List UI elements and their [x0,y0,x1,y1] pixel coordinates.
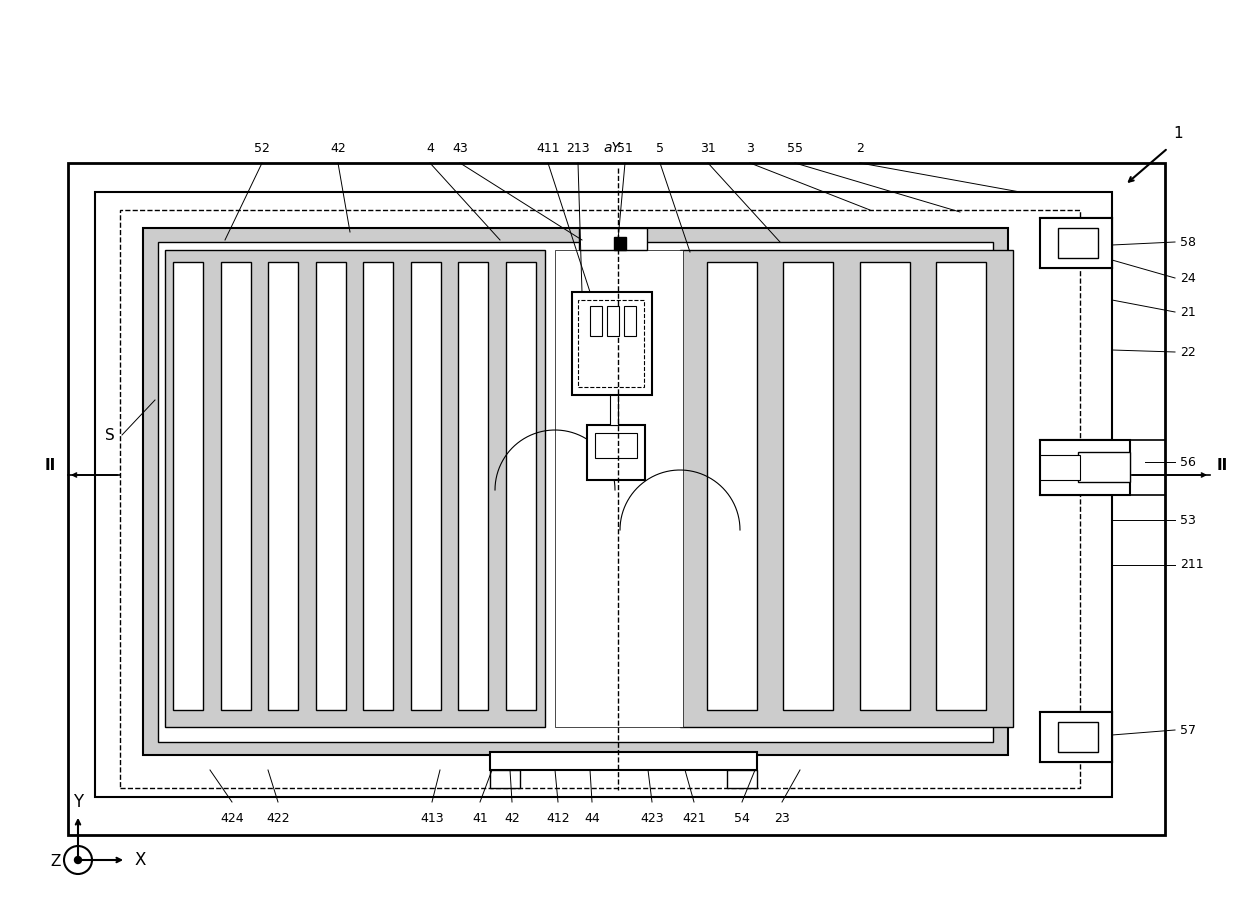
Text: 24: 24 [1180,271,1195,285]
Bar [143,228,1008,755]
Bar [68,163,1166,835]
Text: 44: 44 [584,811,600,824]
Bar [608,306,619,336]
Text: II: II [45,458,56,472]
Text: 21: 21 [1180,305,1195,319]
Bar [490,770,520,788]
Bar [1058,228,1097,258]
Text: 412: 412 [546,811,570,824]
Text: 22: 22 [1180,346,1195,358]
Text: 55: 55 [787,142,804,154]
Bar [1040,440,1130,495]
Bar [315,262,346,710]
Bar [707,262,756,710]
Bar [1078,452,1130,482]
Bar [174,262,203,710]
Text: 411: 411 [536,142,559,154]
Bar [595,433,637,458]
Text: 51: 51 [618,142,632,154]
Bar [157,242,993,742]
Text: Z: Z [51,855,61,869]
Text: 422: 422 [267,811,290,824]
Bar [1040,218,1112,268]
Bar [410,262,440,710]
Bar [579,228,647,250]
Bar [363,262,393,710]
Bar [95,192,1112,797]
Text: 43: 43 [453,142,467,154]
Bar [572,292,652,395]
Text: 23: 23 [774,811,790,824]
Text: 2: 2 [856,142,864,154]
Text: 5: 5 [656,142,663,154]
Bar [1040,712,1112,762]
Text: 211: 211 [1180,559,1204,572]
Text: 4: 4 [427,142,434,154]
Text: 58: 58 [1180,235,1197,248]
Text: 421: 421 [682,811,706,824]
Bar [727,770,756,788]
Text: S: S [105,427,115,443]
Text: 52: 52 [254,142,270,154]
Bar [506,262,536,710]
Bar [490,752,756,770]
Bar [556,250,683,727]
Bar [680,250,1013,727]
Text: 31: 31 [701,142,715,154]
Bar [614,237,626,250]
Text: 42: 42 [330,142,346,154]
Text: 41: 41 [472,811,487,824]
Bar [610,395,618,425]
Text: 213: 213 [567,142,590,154]
Text: II: II [1216,458,1228,472]
Text: 42: 42 [505,811,520,824]
Text: 424: 424 [221,811,244,824]
Text: 1: 1 [1173,126,1183,141]
Bar [1058,722,1097,752]
Bar [1040,455,1080,480]
Bar [458,262,489,710]
Text: Y: Y [73,793,83,811]
Text: 413: 413 [420,811,444,824]
Text: 423: 423 [640,811,663,824]
Bar [268,262,298,710]
Bar [578,300,644,387]
Bar [624,306,636,336]
Text: 56: 56 [1180,456,1195,469]
Bar [587,425,645,480]
Bar [936,262,986,710]
Text: 3: 3 [746,142,754,154]
Bar [120,210,1080,788]
Text: 54: 54 [734,811,750,824]
Text: 57: 57 [1180,723,1197,736]
Circle shape [74,857,82,864]
Bar [165,250,546,727]
Bar [221,262,250,710]
Bar [784,262,833,710]
Text: X: X [134,851,145,869]
Bar [590,306,601,336]
Bar [859,262,910,710]
Text: aY: aY [604,141,620,155]
Text: 53: 53 [1180,514,1195,527]
